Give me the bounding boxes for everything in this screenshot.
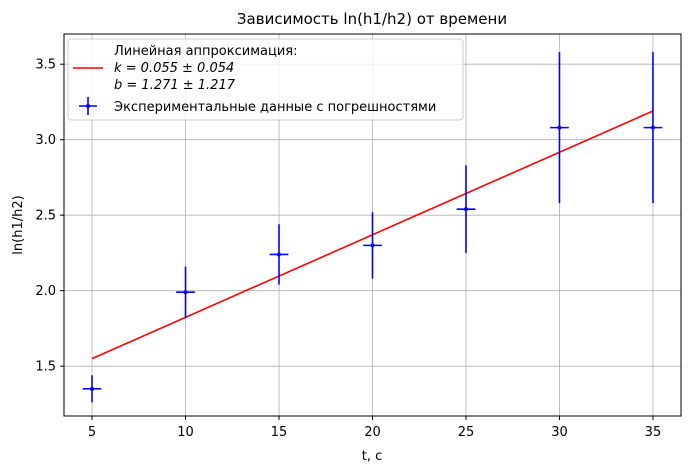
data-point bbox=[557, 125, 562, 130]
legend-fit-label: Линейная аппроксимация: bbox=[114, 44, 297, 59]
y-ticks: 1.5 2.0 2.5 3.0 3.5 bbox=[35, 58, 64, 375]
chart-title: Зависимость ln(h1/h2) от времени bbox=[237, 10, 507, 28]
x-tick-label: 25 bbox=[458, 425, 475, 440]
x-axis-label: t, с bbox=[362, 449, 383, 464]
x-tick-label: 30 bbox=[551, 425, 568, 440]
y-tick-label: 3.5 bbox=[35, 58, 56, 73]
y-tick-label: 2.0 bbox=[35, 284, 56, 299]
data-point bbox=[370, 243, 375, 248]
legend-box bbox=[67, 38, 464, 121]
x-ticks: 5 10 15 20 25 30 35 bbox=[88, 416, 661, 440]
y-tick-label: 3.0 bbox=[35, 133, 56, 148]
legend-fit-k: k = 0.055 ± 0.054 bbox=[114, 61, 234, 76]
x-tick-label: 15 bbox=[271, 425, 288, 440]
data-point bbox=[463, 207, 468, 212]
x-tick-label: 10 bbox=[177, 425, 194, 440]
y-tick-label: 1.5 bbox=[35, 360, 56, 375]
legend: Линейная аппроксимация: k = 0.055 ± 0.05… bbox=[67, 38, 464, 121]
points-layer bbox=[82, 52, 663, 403]
data-point bbox=[183, 290, 188, 295]
x-tick-label: 35 bbox=[645, 425, 662, 440]
legend-data-swatch-dot bbox=[86, 104, 90, 108]
data-point bbox=[277, 252, 282, 257]
y-axis-label: ln(h1/h2) bbox=[11, 195, 26, 254]
x-tick-label: 20 bbox=[364, 425, 381, 440]
data-point bbox=[90, 386, 95, 391]
data-point bbox=[650, 125, 655, 130]
legend-fit-b: b = 1.271 ± 1.217 bbox=[114, 78, 236, 93]
legend-data-label: Экспериментальные данные с погрешностями bbox=[114, 100, 436, 115]
x-tick-label: 5 bbox=[88, 425, 96, 440]
y-tick-label: 2.5 bbox=[35, 209, 56, 224]
